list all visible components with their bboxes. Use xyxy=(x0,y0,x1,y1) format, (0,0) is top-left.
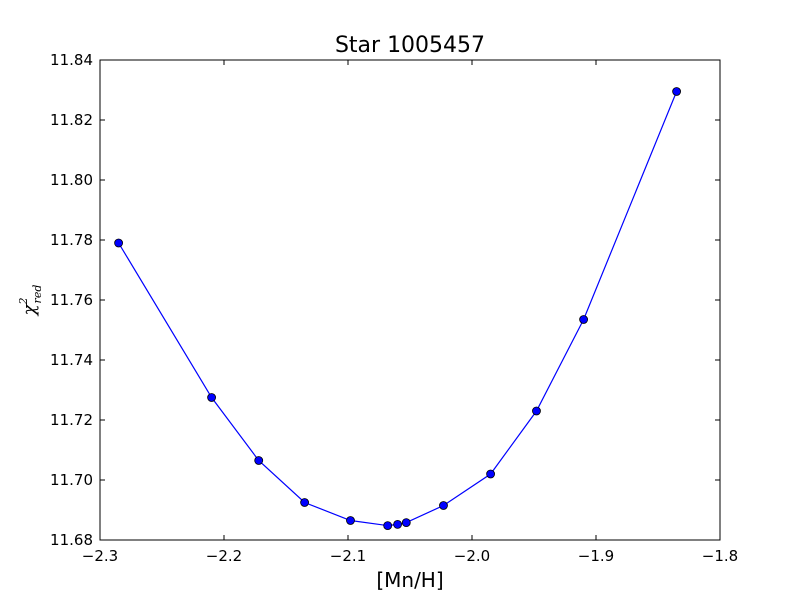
y-tick-label: 11.78 xyxy=(50,231,93,249)
y-tick-label: 11.80 xyxy=(50,171,93,189)
x-axis-label: [Mn/H] xyxy=(376,568,443,592)
y-axis-label: χ2red xyxy=(17,285,44,318)
data-point xyxy=(532,406,541,416)
y-axis-label-superscript: 2 xyxy=(17,297,30,305)
svg-text:χ2red: χ2red xyxy=(17,285,44,318)
data-point xyxy=(672,87,681,96)
data-point xyxy=(439,501,448,510)
y-tick-label: 11.82 xyxy=(50,111,93,129)
y-tick-label: 11.68 xyxy=(50,531,93,549)
data-point xyxy=(383,521,393,530)
series-layer xyxy=(114,87,681,530)
data-point xyxy=(114,238,123,248)
data-point xyxy=(393,520,403,529)
x-tick-label: −2.1 xyxy=(330,547,366,565)
x-axis: −2.3 −2.2 −2.1 −2.0 −1.9 −1.8 xyxy=(82,60,738,565)
y-tick-label: 11.84 xyxy=(50,51,93,69)
y-axis-label-subscript: red xyxy=(31,285,44,304)
x-tick-label: −2.3 xyxy=(82,547,118,565)
chart-title: Star 1005457 xyxy=(335,33,485,58)
data-point xyxy=(401,518,411,527)
y-axis-label-base: χ xyxy=(19,303,40,317)
y-tick-label: 11.74 xyxy=(50,351,93,369)
data-point xyxy=(579,315,588,324)
y-axis: 11.68 11.70 11.72 11.74 11.76 11.78 11.80 11.82… xyxy=(50,51,720,549)
data-point xyxy=(207,393,217,402)
x-tick-label: −1.9 xyxy=(578,547,614,565)
data-point xyxy=(346,516,355,525)
x-tick-label: −2.0 xyxy=(454,547,490,565)
x-tick-label: −1.8 xyxy=(702,547,738,565)
y-tick-label: 11.76 xyxy=(50,291,93,309)
data-point xyxy=(486,469,496,479)
data-point xyxy=(254,456,264,465)
x-tick-label: −2.2 xyxy=(206,547,242,565)
y-tick-label: 11.72 xyxy=(50,411,93,429)
data-point xyxy=(300,498,310,507)
y-tick-label: 11.70 xyxy=(50,471,93,489)
